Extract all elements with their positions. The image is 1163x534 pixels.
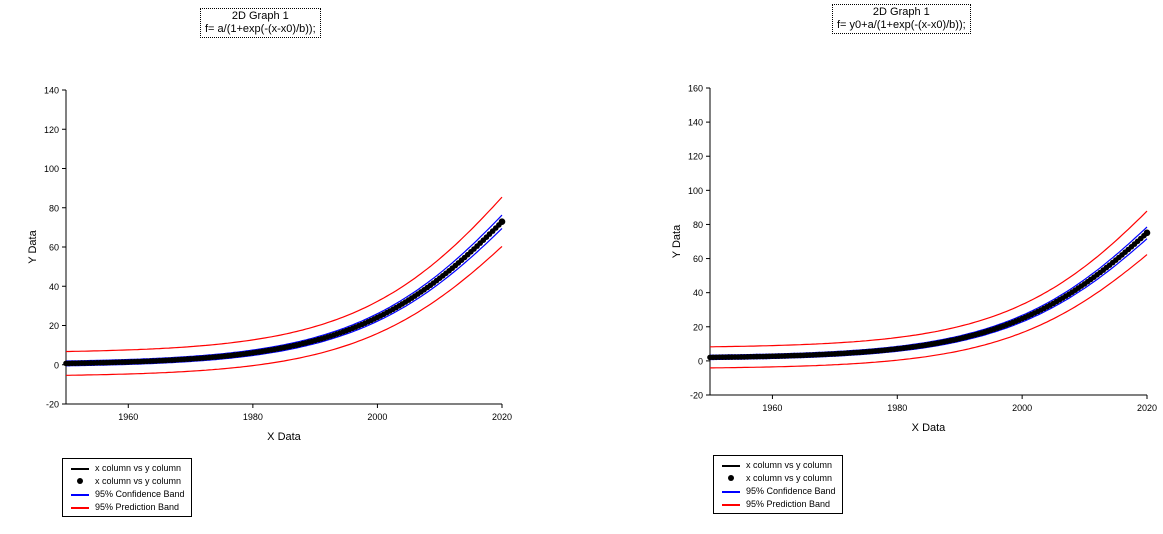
fit-line xyxy=(66,221,503,364)
legend-entry: x column vs y column xyxy=(720,472,836,485)
y-tick-label: 80 xyxy=(49,203,59,213)
y-tick-label: -20 xyxy=(690,391,703,401)
y-tick-label: 60 xyxy=(693,254,703,264)
legend-swatch xyxy=(720,485,742,498)
data-point xyxy=(498,218,506,226)
band-lower-line xyxy=(710,238,1148,361)
x-tick-label: 2000 xyxy=(1012,403,1032,413)
legend-entry: 95% Confidence Band xyxy=(720,485,836,498)
y-axis-label: Y Data xyxy=(27,229,39,263)
x-tick-label: 1960 xyxy=(762,403,782,413)
y-tick-label: 120 xyxy=(688,152,703,162)
legend-label: x column vs y column xyxy=(746,473,833,483)
y-tick-label: 160 xyxy=(688,84,703,94)
band-lower-line xyxy=(66,245,503,376)
band-upper-line xyxy=(66,214,503,362)
y-tick-label: 60 xyxy=(49,243,59,253)
chart-subtitle: f= y0+a/(1+exp(-(x-x0)/b)); xyxy=(837,19,966,31)
legend-swatch xyxy=(69,475,91,488)
band-upper-line xyxy=(710,226,1148,356)
legend-swatch xyxy=(720,472,742,485)
y-axis-label: Y Data xyxy=(671,224,683,258)
x-tick-label: 1960 xyxy=(118,412,138,422)
legend-swatch xyxy=(69,462,91,475)
chart-title: 2D Graph 1 xyxy=(231,10,289,22)
y-tick-label: 20 xyxy=(693,322,703,332)
legend-entry: 95% Confidence Band xyxy=(69,488,185,501)
legend-swatch xyxy=(720,459,742,472)
chart-plot-area: -20 0 20 40 60 80 100 120 140 160 1960 1980 2000 2020… xyxy=(671,84,1157,435)
legend-swatch xyxy=(69,501,91,514)
y-tick-label: 100 xyxy=(688,186,703,196)
y-tick-label: 40 xyxy=(49,282,59,292)
band-lower-line xyxy=(710,254,1148,369)
y-tick-label: 0 xyxy=(54,360,59,370)
legend-label: 95% Prediction Band xyxy=(746,499,831,509)
legend-label: 95% Confidence Band xyxy=(95,489,185,499)
y-tick-label: 140 xyxy=(688,118,703,128)
legend-label: x column vs y column xyxy=(95,463,182,473)
chart-legend: x column vs y column x column vs y column… xyxy=(62,458,192,517)
x-tick-label: 2000 xyxy=(367,412,387,422)
chart-plot-area: -20 0 20 40 60 80 100 120 140 1960 1980 2000 2020 X D… xyxy=(27,86,512,444)
chart-subtitle: f= a/(1+exp(-(x-x0)/b)); xyxy=(205,23,316,35)
legend-swatch xyxy=(720,498,742,511)
x-tick-label: 2020 xyxy=(492,412,512,422)
x-tick-label: 1980 xyxy=(243,412,263,422)
legend-label: x column vs y column xyxy=(95,476,182,486)
band-upper-line xyxy=(710,210,1148,348)
legend-label: x column vs y column xyxy=(746,460,833,470)
legend-entry: 95% Prediction Band xyxy=(69,501,185,514)
chart-panel-2: 2D Graph 1 f= y0+a/(1+exp(-(x-x0)/b)); -… xyxy=(640,0,1163,534)
legend-swatch xyxy=(69,488,91,501)
chart-title-box: 2D Graph 1 f= a/(1+exp(-(x-x0)/b)); xyxy=(200,8,321,38)
data-point xyxy=(1143,229,1151,237)
x-tick-label: 2020 xyxy=(1137,403,1157,413)
legend-entry: x column vs y column xyxy=(69,475,185,488)
fit-line xyxy=(709,232,1148,358)
x-axis-label: X Data xyxy=(912,422,947,434)
y-tick-label: -20 xyxy=(46,400,59,410)
legend-label: 95% Confidence Band xyxy=(746,486,836,496)
x-axis-label: X Data xyxy=(267,431,302,443)
y-tick-label: 100 xyxy=(44,164,59,174)
chart-title-box: 2D Graph 1 f= y0+a/(1+exp(-(x-x0)/b)); xyxy=(832,4,971,34)
y-tick-label: 120 xyxy=(44,125,59,135)
chart-legend: x column vs y column x column vs y column… xyxy=(713,455,843,514)
x-tick-label: 1980 xyxy=(887,403,907,413)
y-tick-label: 0 xyxy=(698,356,703,366)
y-tick-label: 40 xyxy=(693,288,703,298)
y-tick-label: 20 xyxy=(49,321,59,331)
chart-panel-1: 2D Graph 1 f= a/(1+exp(-(x-x0)/b)); -20 0… xyxy=(0,0,560,534)
legend-entry: 95% Prediction Band xyxy=(720,498,836,511)
legend-entry: x column vs y column xyxy=(69,462,185,475)
legend-label: 95% Prediction Band xyxy=(95,502,180,512)
chart-title: 2D Graph 1 xyxy=(872,6,930,18)
y-tick-label: 80 xyxy=(693,220,703,230)
legend-entry: x column vs y column xyxy=(720,459,836,472)
band-upper-line xyxy=(66,196,503,353)
y-tick-label: 140 xyxy=(44,86,59,96)
